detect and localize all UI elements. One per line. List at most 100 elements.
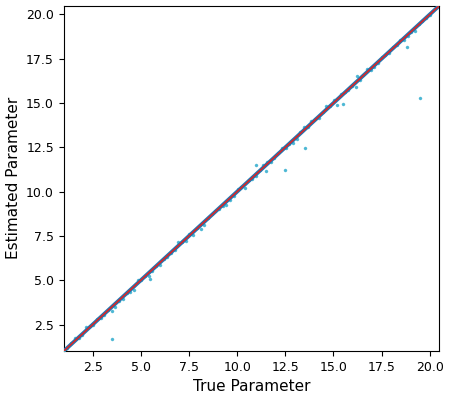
- Point: [338, 91, 345, 98]
- Point: [374, 60, 382, 66]
- Point: [230, 192, 238, 199]
- Point: [256, 166, 263, 173]
- Point: [234, 186, 241, 192]
- Point: [90, 322, 97, 328]
- Point: [274, 150, 282, 156]
- Point: [189, 232, 197, 238]
- Point: [193, 225, 200, 232]
- Point: [68, 340, 75, 346]
- Point: [112, 304, 119, 310]
- Point: [75, 335, 82, 341]
- Point: [156, 262, 163, 268]
- Point: [330, 96, 337, 103]
- Point: [326, 103, 333, 110]
- X-axis label: True Parameter: True Parameter: [193, 380, 310, 394]
- Point: [301, 145, 308, 152]
- Point: [134, 277, 141, 283]
- Point: [267, 159, 274, 166]
- Point: [249, 175, 256, 182]
- Point: [297, 128, 304, 135]
- Point: [245, 177, 252, 184]
- Point: [356, 76, 363, 83]
- Point: [301, 124, 308, 130]
- Point: [204, 215, 212, 221]
- Point: [289, 140, 297, 146]
- Point: [153, 263, 160, 269]
- Point: [282, 167, 289, 174]
- Point: [108, 336, 116, 342]
- Point: [197, 226, 204, 233]
- Point: [262, 168, 270, 174]
- Point: [308, 118, 315, 124]
- Point: [426, 12, 433, 18]
- Point: [182, 238, 189, 244]
- Point: [382, 51, 389, 58]
- Point: [123, 290, 130, 296]
- Point: [253, 162, 260, 168]
- Point: [345, 87, 352, 93]
- Point: [360, 72, 367, 78]
- Point: [271, 155, 278, 161]
- Point: [241, 185, 248, 192]
- Point: [304, 124, 311, 130]
- Point: [145, 273, 153, 279]
- Point: [404, 32, 411, 39]
- Point: [393, 42, 400, 48]
- Y-axis label: Estimated Parameter: Estimated Parameter: [5, 97, 21, 260]
- Point: [201, 222, 208, 228]
- Point: [171, 247, 178, 254]
- Point: [116, 298, 123, 304]
- Point: [363, 66, 370, 72]
- Point: [64, 345, 71, 351]
- Point: [101, 312, 108, 318]
- Point: [147, 276, 154, 282]
- Point: [386, 50, 393, 56]
- Point: [82, 324, 90, 330]
- Point: [179, 239, 186, 246]
- Point: [323, 103, 330, 110]
- Point: [167, 250, 175, 256]
- Point: [408, 29, 415, 36]
- Point: [352, 84, 360, 90]
- Point: [86, 322, 93, 329]
- Point: [238, 184, 245, 190]
- Point: [186, 230, 193, 237]
- Point: [415, 21, 422, 27]
- Point: [349, 82, 356, 89]
- Point: [339, 101, 346, 107]
- Point: [94, 316, 101, 322]
- Point: [400, 36, 408, 43]
- Point: [378, 54, 385, 60]
- Point: [71, 334, 78, 341]
- Point: [223, 202, 230, 208]
- Point: [60, 347, 68, 353]
- Point: [419, 18, 426, 24]
- Point: [278, 145, 285, 152]
- Point: [252, 172, 260, 179]
- Point: [138, 277, 145, 284]
- Point: [226, 196, 234, 203]
- Point: [260, 162, 267, 168]
- Point: [130, 286, 138, 293]
- Point: [164, 254, 171, 260]
- Point: [141, 273, 149, 279]
- Point: [119, 296, 126, 302]
- Point: [97, 315, 104, 321]
- Point: [264, 159, 271, 165]
- Point: [417, 94, 424, 101]
- Point: [389, 44, 396, 50]
- Point: [353, 72, 360, 79]
- Point: [371, 64, 378, 70]
- Point: [79, 332, 86, 338]
- Point: [334, 102, 341, 108]
- Point: [208, 210, 215, 217]
- Point: [319, 109, 326, 116]
- Point: [212, 208, 219, 214]
- Point: [311, 116, 319, 122]
- Point: [396, 36, 404, 43]
- Point: [403, 44, 410, 50]
- Point: [104, 307, 112, 313]
- Point: [160, 255, 167, 262]
- Point: [286, 141, 293, 147]
- Point: [175, 238, 182, 245]
